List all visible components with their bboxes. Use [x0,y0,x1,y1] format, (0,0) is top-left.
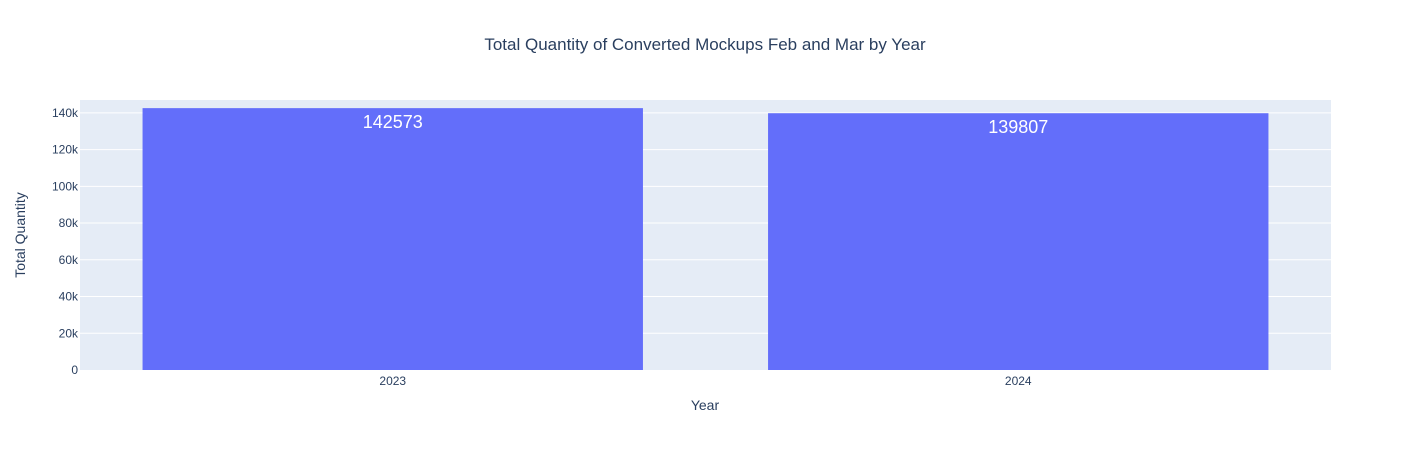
y-axis-title: Total Quantity [12,192,28,278]
y-axis-ticks: 0 20k 40k 60k 80k 100k 120k 140k [52,106,79,377]
y-tick-label: 40k [59,290,79,304]
data-labels: 142573 139807 [363,112,1049,137]
y-tick-label: 120k [52,143,79,157]
y-tick-label: 100k [52,179,79,193]
y-tick-label: 60k [59,253,79,267]
y-tick-label: 140k [52,106,79,120]
x-tick-label: 2024 [1005,374,1032,388]
data-label-2023: 142573 [363,112,423,132]
x-axis-ticks: 2023 2024 [379,374,1032,388]
x-axis-title: Year [691,397,720,413]
x-tick-label: 2023 [379,374,406,388]
chart-title: Total Quantity of Converted Mockups Feb … [484,35,926,54]
bar-2023[interactable] [142,108,643,370]
y-tick-label: 0 [71,363,78,377]
data-label-2024: 139807 [988,117,1048,137]
bars [142,108,1269,370]
y-tick-label: 80k [59,216,79,230]
y-tick-label: 20k [59,326,79,340]
bar-2024[interactable] [768,113,1269,370]
